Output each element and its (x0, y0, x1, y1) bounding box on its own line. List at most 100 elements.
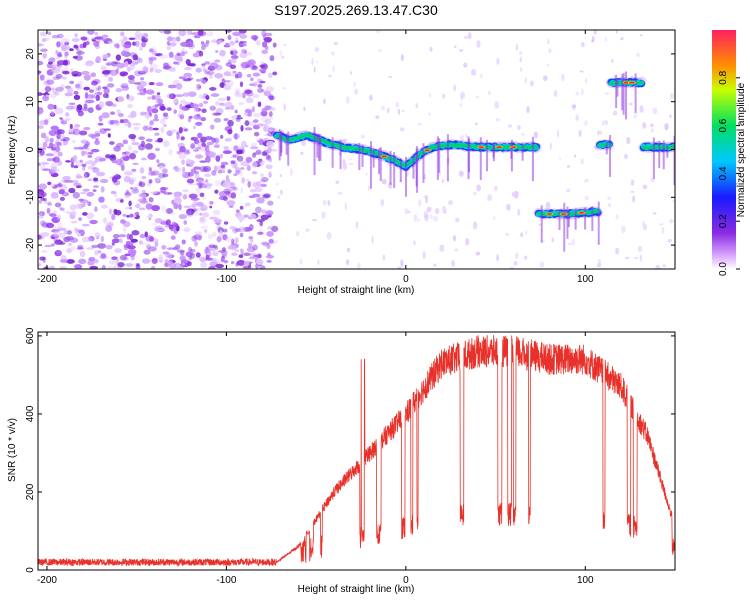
sparse-blob (360, 134, 365, 139)
noise-blob (83, 126, 91, 131)
sparse-blob (380, 198, 385, 207)
noise-blob (261, 89, 265, 92)
noise-blob (200, 225, 209, 230)
noise-blob (266, 154, 270, 161)
noise-blob (252, 244, 258, 251)
noise-blob (219, 49, 226, 57)
noise-blob (196, 201, 204, 207)
noise-blob (259, 179, 267, 183)
noise-blob (181, 159, 185, 166)
noise-blob (152, 118, 160, 122)
noise-blob (149, 120, 154, 126)
noise-blob (124, 171, 133, 176)
sparse-blob (642, 224, 648, 230)
noise-blob (239, 232, 244, 238)
noise-blob (57, 222, 63, 229)
sparse-blob (519, 56, 522, 63)
noise-blob (198, 94, 204, 99)
noise-blob (151, 258, 158, 265)
noise-blob (89, 219, 98, 225)
noise-blob (130, 96, 135, 101)
sparse-blob (601, 120, 605, 126)
noise-blob (116, 63, 121, 70)
noise-blob (54, 91, 60, 96)
noise-blob (107, 40, 115, 44)
noise-blob (224, 188, 230, 195)
noise-blob (94, 259, 99, 264)
sparse-blob (472, 221, 478, 230)
noise-blob (132, 150, 139, 154)
spectrogram-xtick-label: 0 (403, 274, 409, 285)
noise-blob (82, 212, 88, 216)
noise-blob (197, 30, 204, 36)
noise-blob (269, 96, 275, 101)
noise-blob (214, 218, 222, 224)
noise-blob (78, 146, 85, 150)
sparse-blob (578, 129, 582, 137)
sparse-blob (283, 43, 287, 46)
noise-blob (88, 89, 94, 93)
noise-blob (38, 183, 47, 190)
snr-ytick-label: 400 (25, 405, 36, 422)
noise-blob (205, 156, 211, 163)
sparse-blob (321, 211, 326, 219)
noise-blob (111, 241, 115, 246)
noise-blob (227, 169, 232, 174)
noise-blob (57, 227, 67, 231)
colorbar-tick-label: 0.6 (718, 118, 729, 132)
noise-blob (159, 190, 165, 194)
noise-blob (159, 54, 168, 60)
noise-blob (249, 146, 259, 150)
noise-blob (124, 60, 129, 68)
noise-blob (98, 101, 105, 108)
noise-blob (187, 171, 194, 177)
noise-blob (127, 95, 135, 102)
noise-blob (235, 37, 239, 43)
colorbar: 0.0 0.2 0.4 0.6 0.8 Normalized spectral ampl… (712, 30, 747, 276)
sparse-blob (337, 192, 343, 195)
sparse-blob (517, 124, 521, 131)
noise-blob (260, 173, 264, 178)
noise-blob (166, 107, 172, 111)
noise-blob (196, 182, 205, 186)
noise-blob (59, 117, 63, 120)
noise-blob (186, 158, 192, 164)
sparse-blob (513, 261, 518, 266)
noise-blob (233, 162, 238, 169)
noise-blob (216, 236, 222, 243)
noise-blob (243, 112, 249, 116)
noise-blob (175, 36, 181, 42)
noise-blob (246, 73, 252, 78)
sparse-blob (459, 102, 463, 108)
noise-blob (93, 86, 98, 92)
noise-blob (232, 186, 237, 191)
noise-blob (68, 127, 76, 134)
noise-blob (100, 178, 109, 184)
noise-blob (55, 50, 59, 55)
noise-blob (60, 207, 65, 211)
noise-blob (215, 107, 224, 115)
sparse-blob (505, 232, 510, 236)
noise-blob (213, 112, 222, 116)
sparse-blob (413, 214, 418, 222)
noise-blob (91, 39, 96, 42)
sparse-blob (367, 185, 371, 191)
noise-blob (38, 162, 41, 166)
noise-blob (66, 87, 74, 94)
noise-blob (67, 105, 71, 109)
noise-blob (234, 228, 241, 232)
noise-blob (257, 231, 264, 235)
noise-blob (200, 41, 205, 45)
noise-blob (135, 263, 140, 267)
noise-blob (213, 144, 220, 149)
noise-blob (97, 250, 102, 254)
noise-blob (54, 183, 63, 188)
noise-blob (264, 32, 273, 37)
noise-blob (204, 173, 212, 178)
noise-blob (230, 50, 234, 55)
sparse-blob (639, 34, 643, 37)
noise-blob (38, 199, 43, 204)
sparse-blob (507, 124, 513, 128)
noise-blob (214, 180, 223, 187)
